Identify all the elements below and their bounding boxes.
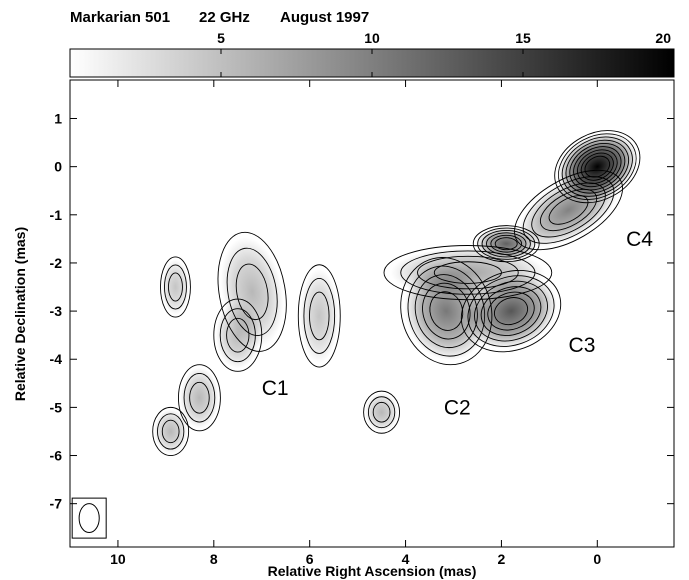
header-epoch: August 1997 [280,9,369,26]
component-label: C3 [569,334,596,357]
contour-line [213,298,263,372]
y-tick-label: -5 [50,399,63,415]
contour-line [168,272,183,302]
y-axis-label: Relative Declination (mas) [12,227,28,401]
contour-line [522,176,615,244]
emission-feature [383,245,553,301]
contour-line [217,231,287,352]
y-tick-label: -2 [50,255,63,271]
emission-fill [154,409,188,454]
contour-line [494,237,518,251]
contour-line [164,264,187,310]
x-tick-label: 0 [593,551,601,567]
contour-line [400,250,536,295]
header-source: Markarian 501 [70,9,170,26]
emission-contours [152,130,641,456]
component-label: C2 [444,396,471,419]
y-tick-label: 1 [54,111,62,127]
emission-feature [213,298,263,372]
contour-line [160,256,191,318]
x-tick-label: 4 [402,551,410,567]
colorbar: 5 10 15 20 [69,30,675,78]
plot-frame [69,79,675,548]
contour-line [433,261,502,284]
contour-line [152,406,190,456]
emission-feature [297,264,341,368]
contour-line [363,390,401,434]
contour-line [309,291,330,341]
component-label: C4 [626,228,653,251]
beam-ellipse [78,503,100,534]
contour-line [157,413,185,450]
emission-feature [514,169,624,251]
contour-line [548,195,589,225]
emission-fill [299,268,339,363]
contour-line [494,297,529,326]
emission-fill [390,247,546,298]
emission-feature [363,390,401,434]
contour-line [219,308,256,363]
contour-line [226,317,250,353]
contour-line [367,396,396,429]
colorbar-tick-label: 10 [364,30,380,46]
contour-line [183,373,216,423]
x-tick-label: 2 [498,551,506,567]
y-axis-ticks: 1 0 -1 -2 -3 -4 -5 -6 -7 [50,111,674,512]
component-labels: C1 C2 C3 C4 [262,228,653,420]
contour-line [531,182,606,238]
x-axis-label: Relative Right Ascension (mas) [268,563,477,579]
emission-fill [215,301,260,369]
contour-line [372,401,391,423]
x-tick-label: 8 [210,551,218,567]
emission-fill [180,367,219,429]
contour-line [303,277,336,354]
beam-box-frame [71,497,107,539]
emission-fill [365,392,399,432]
y-tick-label: -4 [50,351,63,367]
contour-line [417,255,519,290]
contour-line [161,419,180,444]
colorbar-tick-label: 20 [655,30,671,46]
colorbar-tick-label: 15 [515,30,531,46]
y-tick-label: -3 [50,303,63,319]
component-label: C1 [262,377,289,400]
contour-line [178,364,221,432]
x-tick-label: 10 [110,551,126,567]
contour-line [297,264,341,368]
y-tick-label: 0 [54,159,62,175]
x-tick-label: 6 [306,551,314,567]
contour-line [383,245,553,301]
y-tick-label: -7 [50,496,63,512]
contour-line [514,169,624,251]
header-frequency: 22 GHz [199,9,250,26]
emission-feature [178,364,221,432]
emission-fill [161,259,190,315]
emission-feature [160,256,191,318]
x-axis-ticks: 10 8 6 4 2 0 [110,80,601,567]
emission-feature [152,406,190,456]
colorbar-tick-label: 5 [217,30,225,46]
y-tick-label: -1 [50,207,63,223]
contour-line [539,188,598,232]
contour-line [189,381,210,414]
beam-box [71,497,107,539]
colorbar-ticks: 5 10 15 20 [217,30,674,77]
y-tick-label: -6 [50,448,63,464]
